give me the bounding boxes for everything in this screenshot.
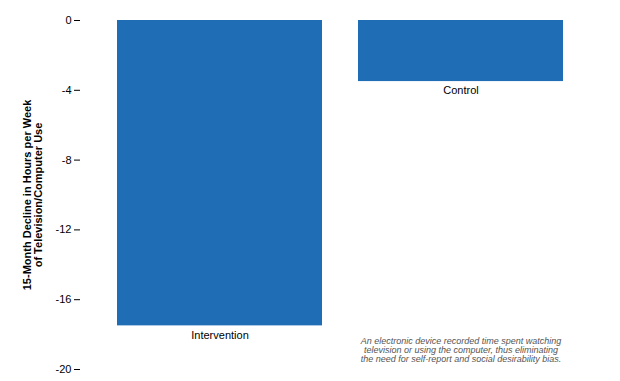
svg-text:-16: -16 <box>56 293 72 305</box>
svg-text:Control: Control <box>443 84 478 96</box>
svg-text:-12: -12 <box>56 223 72 235</box>
svg-text:15-Month Decline in Hours per: 15-Month Decline in Hours per Weekof Tel… <box>21 99 44 290</box>
svg-text:-8: -8 <box>62 154 72 166</box>
svg-text:Intervention: Intervention <box>191 329 248 341</box>
svg-text:-4: -4 <box>62 84 72 96</box>
svg-text:0: 0 <box>65 14 71 26</box>
svg-text:-20: -20 <box>56 363 72 375</box>
svg-text:An electronic device recorded: An electronic device recorded time spent… <box>360 336 562 364</box>
